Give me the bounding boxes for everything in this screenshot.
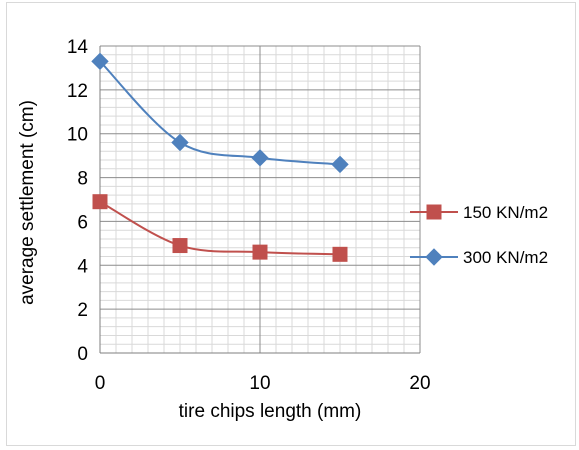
data-point xyxy=(332,246,348,262)
series-line xyxy=(99,200,341,256)
chart-frame xyxy=(6,2,576,446)
data-point xyxy=(252,244,268,260)
y-axis-title: average settlement (cm) xyxy=(17,100,38,305)
series-0 xyxy=(92,194,348,262)
y-tick-label: 6 xyxy=(77,212,88,233)
x-tick-label: 10 xyxy=(249,373,270,394)
y-tick-label: 2 xyxy=(77,300,88,321)
legend-marker xyxy=(425,248,443,266)
series-1 xyxy=(91,52,349,174)
y-tick-label: 8 xyxy=(77,169,88,190)
data-point xyxy=(172,238,188,254)
series-layer xyxy=(91,52,349,262)
x-tick-label: 20 xyxy=(409,373,430,394)
x-tick-label: 0 xyxy=(95,373,106,394)
tick-labels: 0 2 4 6 8 10 12 14 0 10 20 xyxy=(67,37,431,394)
x-axis-title: tire chips length (mm) xyxy=(179,401,362,422)
y-tick-label: 4 xyxy=(77,256,88,277)
legend-entry: 150 KN/m2 xyxy=(410,203,548,222)
y-tick-label: 12 xyxy=(67,81,88,102)
y-tick-label: 0 xyxy=(77,344,88,365)
data-point xyxy=(251,149,269,167)
data-point xyxy=(331,155,349,174)
data-point xyxy=(91,52,109,71)
data-point xyxy=(92,194,108,210)
y-tick-label: 14 xyxy=(67,37,89,58)
plot-grid xyxy=(99,45,421,354)
legend-marker xyxy=(426,204,442,220)
y-tick-label: 10 xyxy=(67,125,88,146)
legend-label: 300 KN/m2 xyxy=(463,248,548,267)
legend-entry: 300 KN/m2 xyxy=(410,248,548,267)
series-line xyxy=(99,60,341,166)
data-point xyxy=(171,133,189,152)
legend: 150 KN/m2 300 KN/m2 xyxy=(410,203,548,267)
legend-label: 150 KN/m2 xyxy=(463,203,548,222)
